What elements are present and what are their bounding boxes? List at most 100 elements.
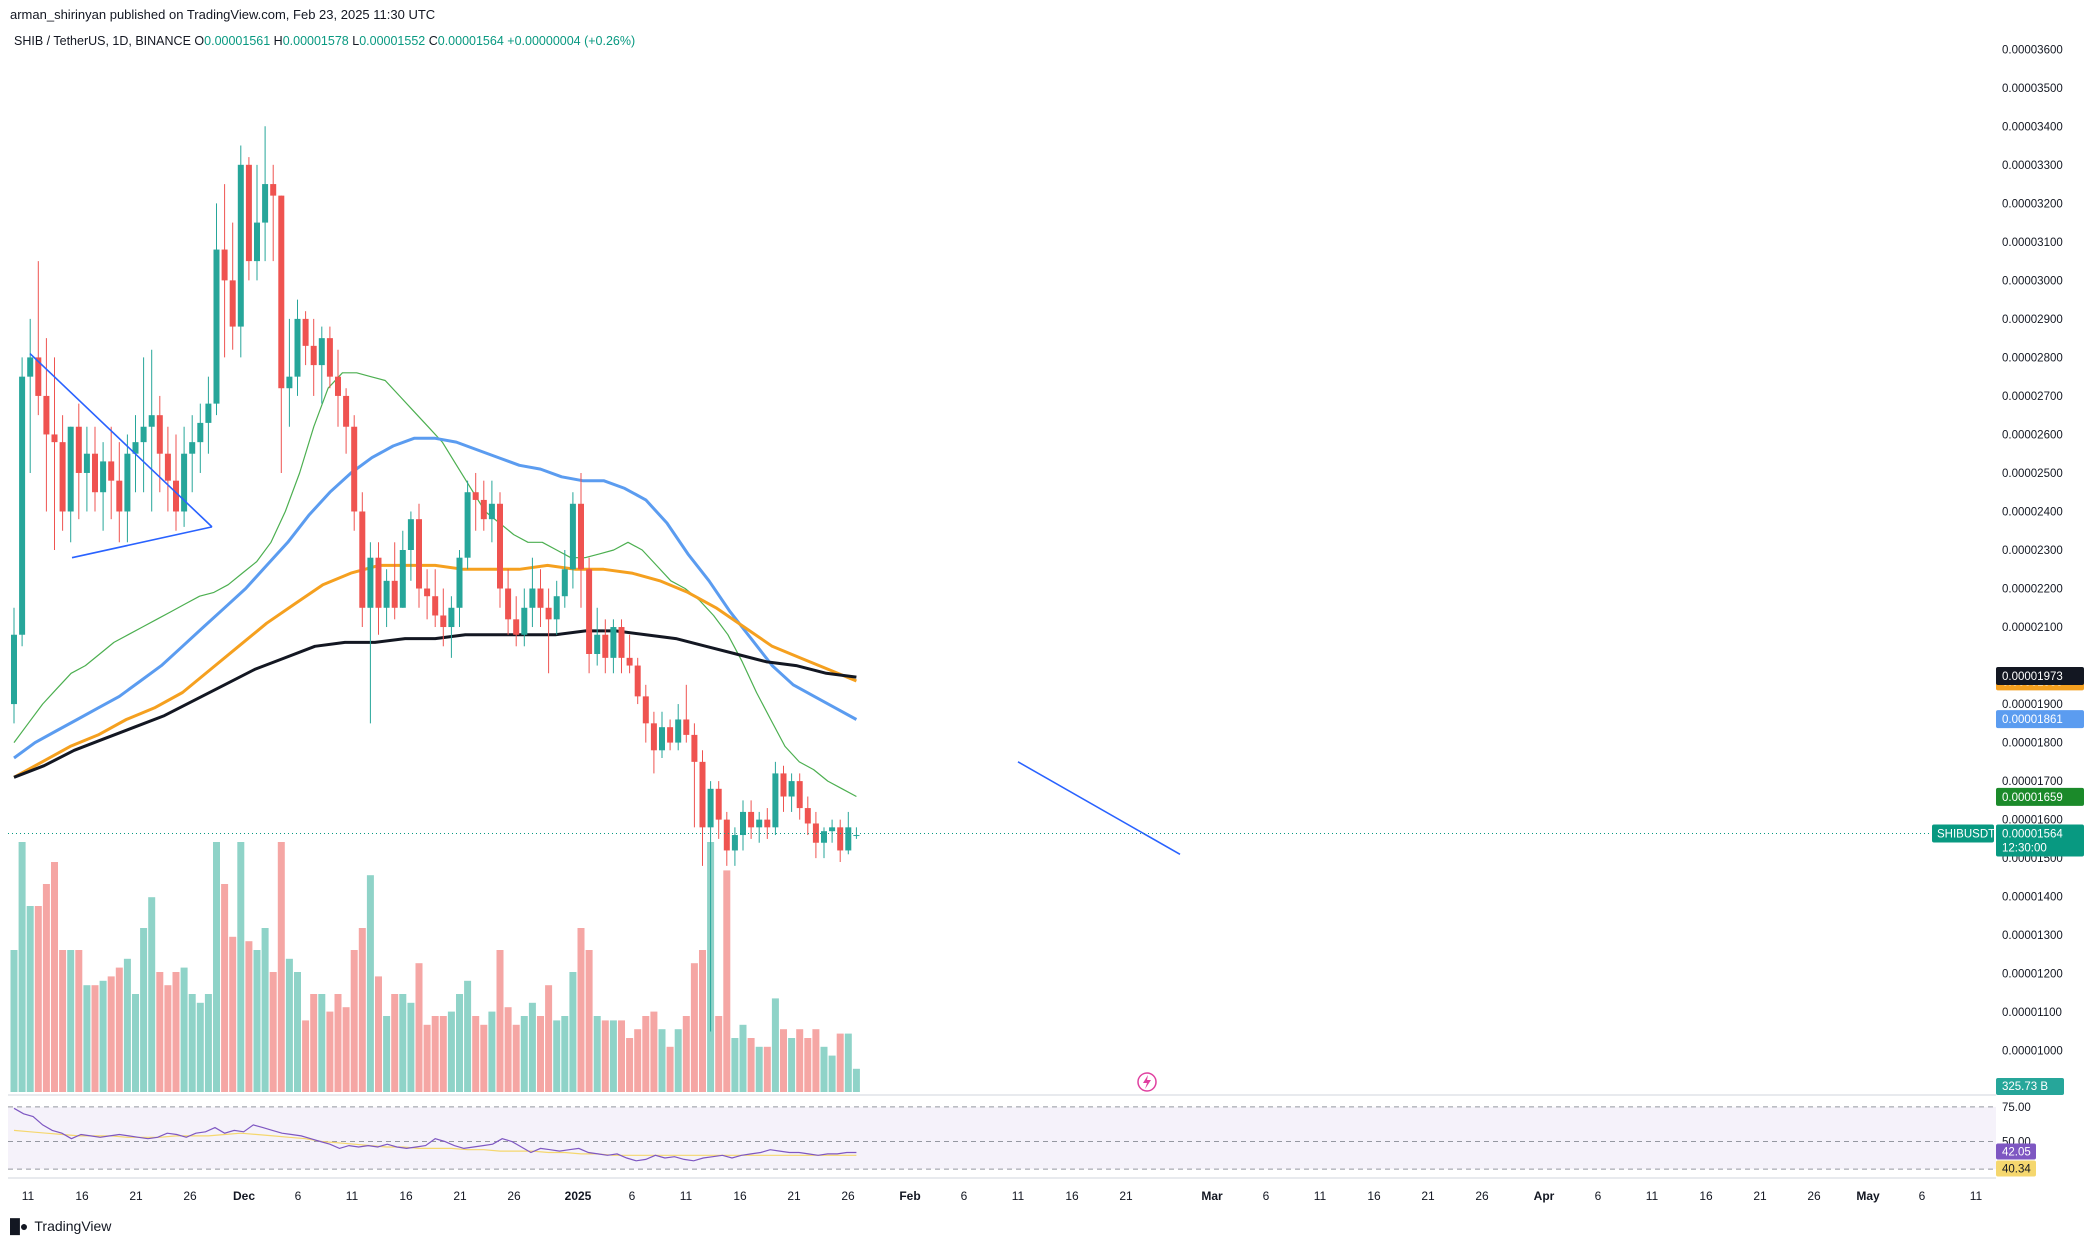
time-tick-label: 6: [1595, 1189, 1602, 1203]
time-tick-label: 6: [295, 1189, 302, 1203]
candle-body: [181, 453, 188, 512]
time-tick-label: 26: [841, 1189, 855, 1203]
symbol-tag: [1932, 824, 1994, 843]
price-tick-label: 0.00002700: [2002, 391, 2063, 403]
candle-body: [488, 503, 495, 520]
countdown-label: 12:30:00: [2002, 842, 2047, 854]
candle-body: [821, 831, 827, 843]
candle-body: [391, 580, 398, 608]
candle-body: [731, 835, 738, 851]
volume-bar: [318, 994, 326, 1092]
volume-bar: [464, 980, 472, 1092]
candle-body: [772, 773, 779, 828]
price-tick-label: 0.00002800: [2002, 352, 2063, 364]
candle-body: [748, 811, 755, 828]
price-tick-label: 0.00001400: [2002, 892, 2063, 904]
volume-bar: [204, 994, 212, 1092]
time-tick-label: 11: [22, 1189, 35, 1203]
volume-bar: [852, 1068, 860, 1092]
candle-body: [173, 480, 179, 512]
candle-body: [424, 588, 431, 597]
volume-bar: [180, 967, 188, 1092]
price-tick-label: 0.00003300: [2002, 160, 2063, 172]
time-tick-label: 16: [75, 1189, 89, 1203]
current-price-tag: [1996, 824, 2084, 857]
volume-bar: [164, 985, 172, 1092]
candle-body: [116, 480, 123, 512]
volume-bar: [302, 1020, 310, 1092]
candle-body: [804, 808, 811, 824]
candle-body: [480, 499, 487, 520]
volume-bar: [755, 1046, 763, 1092]
volume-bar: [650, 1011, 658, 1092]
price-tick-label: 0.00003500: [2002, 83, 2063, 95]
candle-body: [270, 184, 277, 196]
volume-bar: [51, 862, 58, 1092]
candle-body: [35, 357, 42, 396]
volume-bar: [91, 985, 99, 1092]
candle-body: [578, 503, 584, 570]
candle-body: [335, 376, 341, 396]
candle-body: [108, 461, 115, 481]
candle-body: [764, 819, 771, 828]
volume-bar: [609, 1020, 617, 1092]
volume-bar: [221, 884, 229, 1092]
time-tick-label: 11: [346, 1189, 359, 1203]
volume-bar: [520, 1016, 528, 1092]
candle-body: [140, 426, 147, 443]
candle-body: [497, 503, 503, 589]
candle-body: [456, 557, 463, 608]
rsi-ma-value-tag: [1996, 1160, 2036, 1177]
volume-bar: [285, 958, 293, 1092]
volume-bar: [715, 1016, 723, 1092]
candle-body: [788, 781, 795, 797]
volume-bar: [480, 1024, 488, 1092]
candle-body: [11, 634, 17, 705]
volume-bar: [294, 972, 301, 1092]
volume-bar: [342, 1007, 350, 1092]
time-tick-label: 21: [453, 1189, 467, 1203]
price-tick-label: 0.00002600: [2002, 429, 2063, 441]
candle-body: [626, 657, 633, 666]
volume-bar: [836, 1033, 844, 1092]
open-value: 0.00001561: [204, 34, 271, 48]
candle-body: [829, 827, 836, 832]
volume-bar: [699, 950, 706, 1092]
time-tick-label: 6: [629, 1189, 636, 1203]
time-tick-label: 16: [399, 1189, 413, 1203]
candle-body: [699, 761, 706, 828]
volume-bar: [75, 950, 83, 1092]
candle-body: [667, 727, 674, 743]
candle-body: [51, 434, 58, 443]
candle-body: [237, 164, 244, 327]
candle-body: [561, 569, 568, 597]
price-tick-label: 0.00001100: [2002, 1007, 2062, 1019]
volume-bar: [18, 842, 26, 1092]
volume-bar: [358, 928, 366, 1092]
candle-body: [634, 665, 641, 697]
volume-bar: [83, 985, 91, 1092]
candle-body: [610, 627, 617, 658]
volume-bar: [488, 1011, 496, 1092]
price-tick-label: 0.00002900: [2002, 314, 2063, 326]
volume-bar: [350, 950, 358, 1092]
volume-bar: [26, 906, 34, 1092]
candle-body: [505, 588, 512, 620]
volume-bar: [156, 972, 164, 1092]
volume-bar: [42, 884, 50, 1092]
candle-body: [310, 345, 317, 366]
tradingview-logo[interactable]: █● TradingView: [10, 1218, 111, 1234]
candle-body: [67, 426, 74, 512]
volume-bar: [431, 1016, 439, 1092]
volume-bar: [140, 928, 148, 1092]
price-tick-label: 0.00002300: [2002, 545, 2063, 557]
volume-bar: [415, 963, 423, 1092]
volume-bar: [569, 972, 577, 1092]
candle-body: [197, 422, 204, 443]
time-tick-label: 16: [733, 1189, 747, 1203]
time-tick-label: 11: [1314, 1189, 1327, 1203]
candle-body: [359, 511, 366, 608]
time-tick-label: 6: [1919, 1189, 1926, 1203]
volume-bar: [391, 994, 399, 1092]
